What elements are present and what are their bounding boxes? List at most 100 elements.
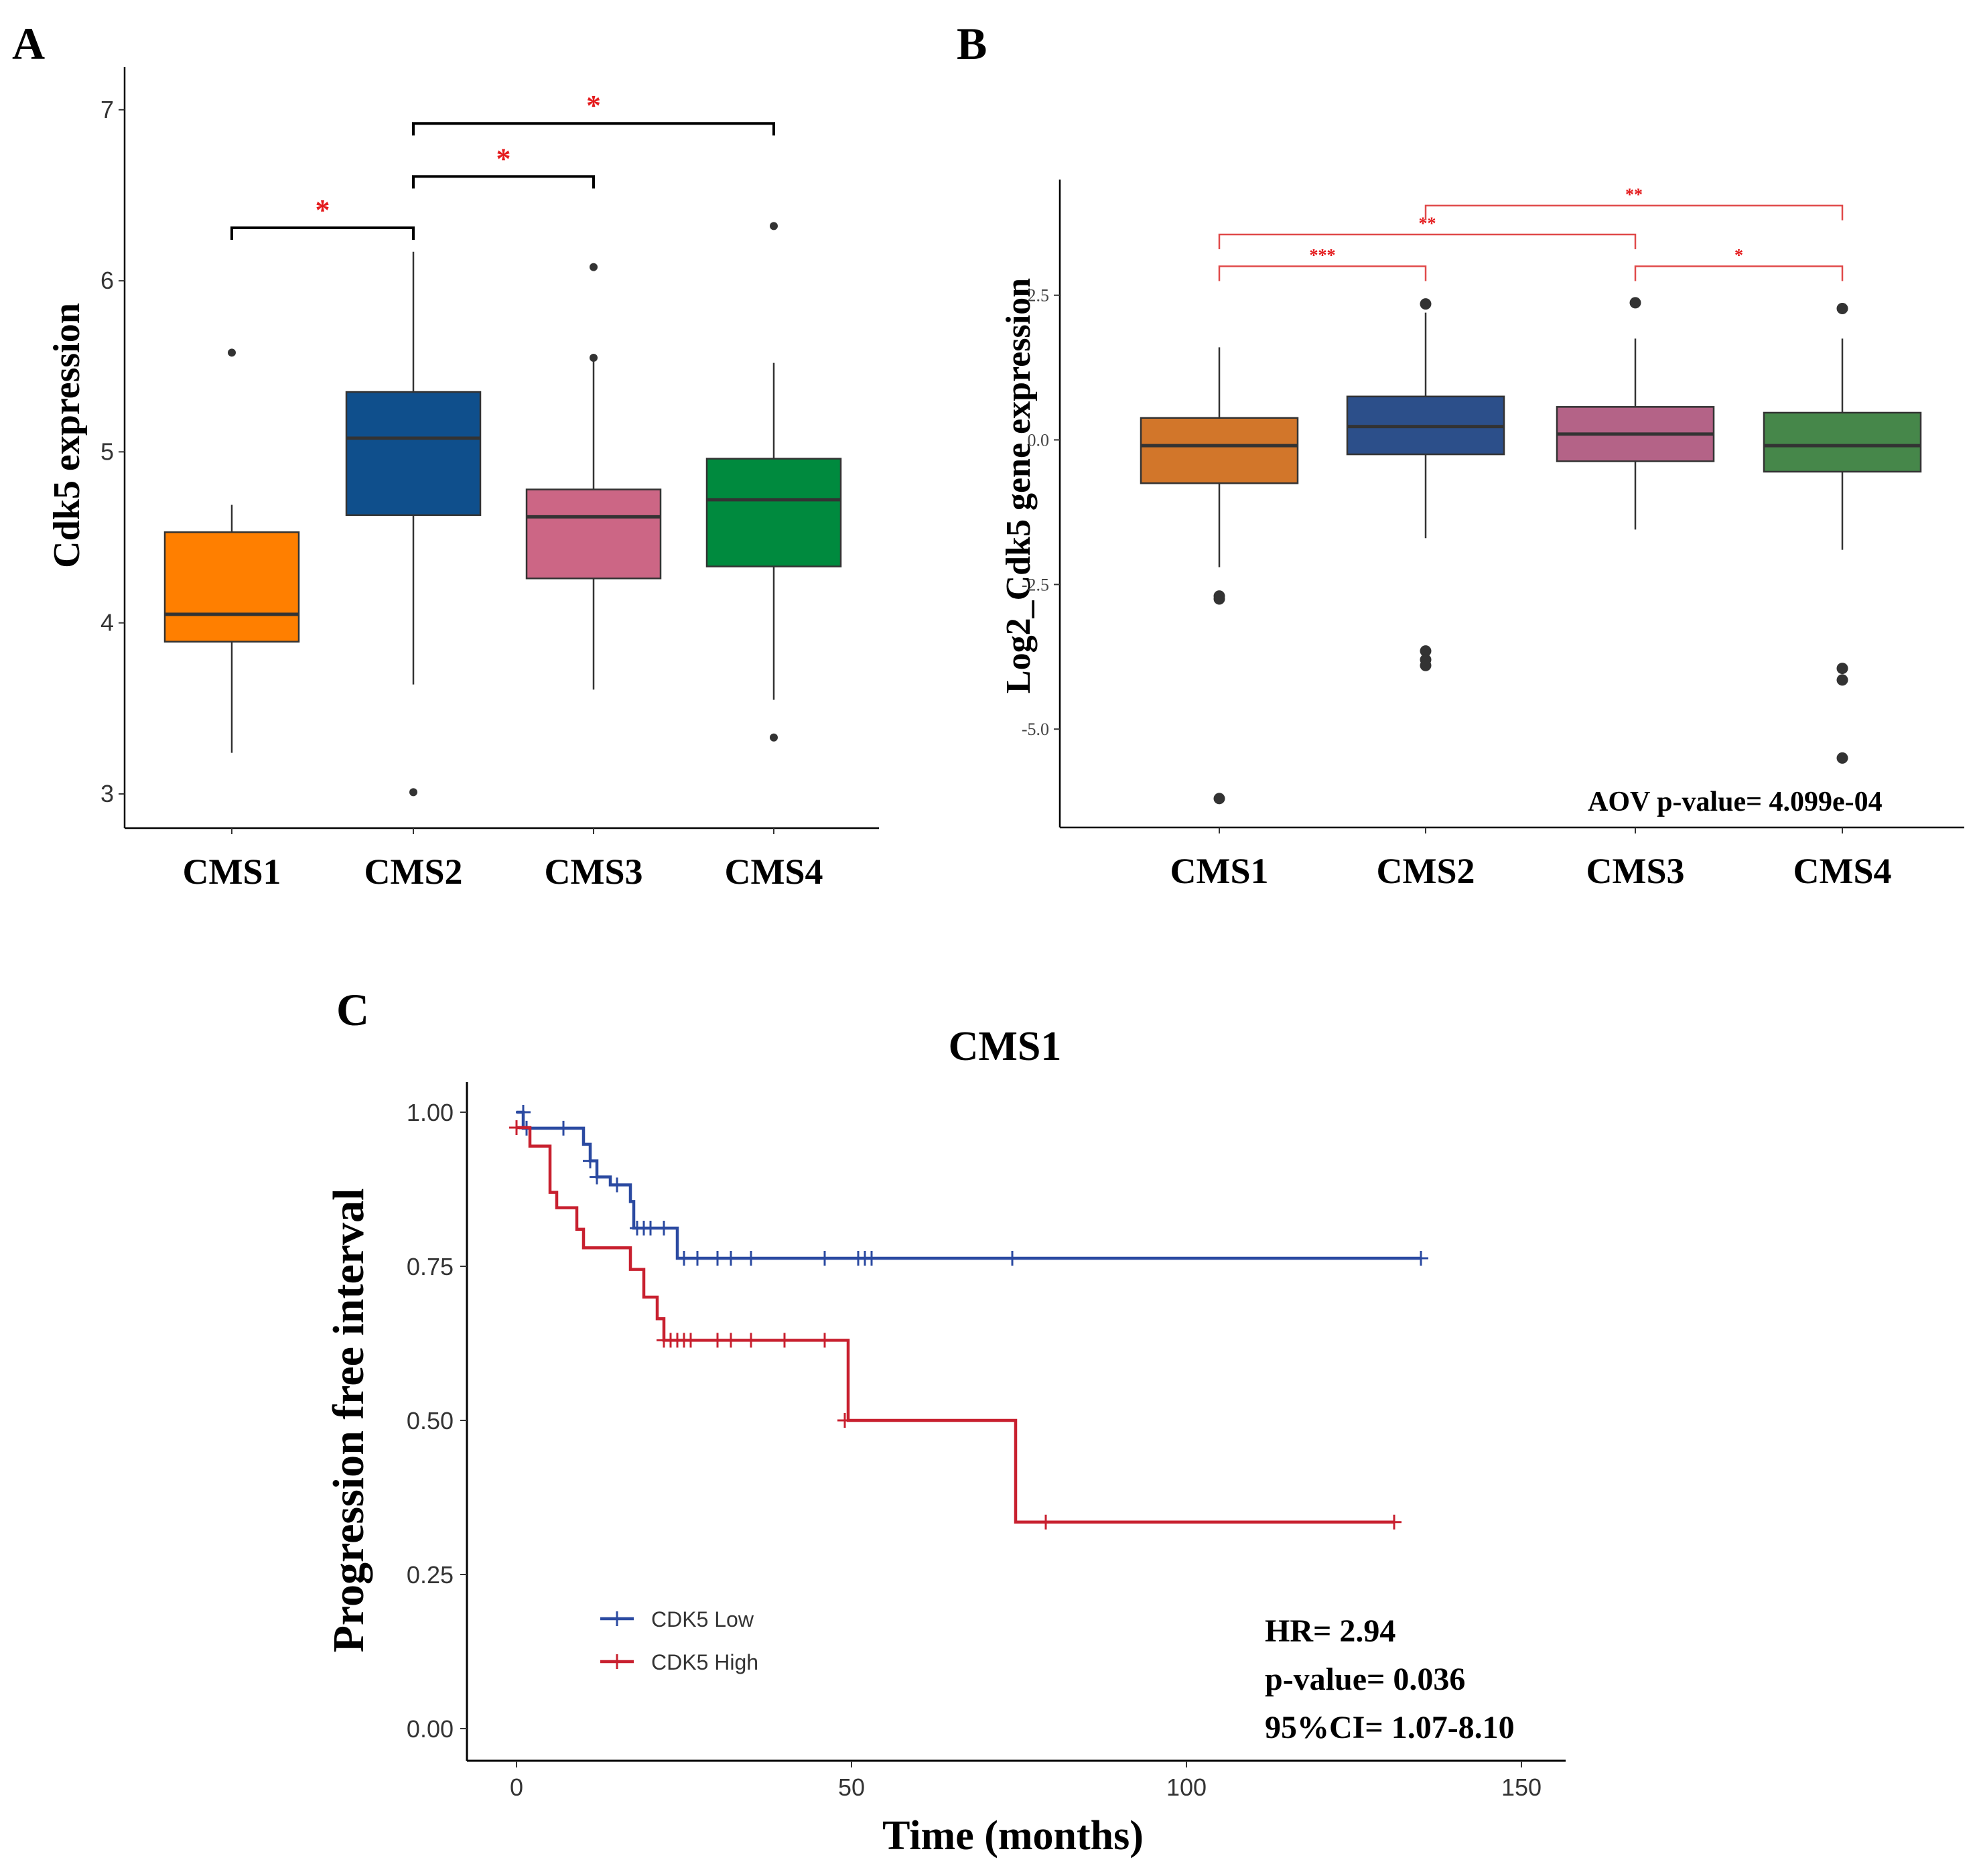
y-tick-label: 0.25 [407,1561,454,1589]
censor-mark [556,1120,571,1136]
outlier-point [590,353,598,362]
censor-mark [516,1105,531,1120]
box-cms1 [163,531,300,643]
censor-mark [1387,1514,1402,1530]
panel-c-ci-annotation: 95%CI= 1.07-8.10 [1265,1710,1515,1745]
y-tick-label: 7 [100,96,114,123]
y-tick-label: 0.50 [407,1407,454,1434]
x-category-label: CMS4 [725,852,823,892]
y-tick-label: 0.0 [1028,431,1050,450]
censor-mark [724,1251,738,1266]
significance-bracket [412,122,775,136]
outlier-point [1420,659,1432,671]
box-cms2 [345,391,482,517]
censor-mark [643,1220,658,1235]
censor-mark [657,1220,671,1235]
panel-label-b: B [957,18,987,69]
significance-label: ** [1625,185,1643,204]
x-tick-label: 50 [838,1773,865,1801]
box-cms3 [525,488,662,580]
censor-mark [777,1333,792,1348]
panel-b-anova-annotation: AOV p-value= 4.099e-04 [1588,787,1883,817]
censor-mark [683,1333,698,1348]
y-tick-label: 2.5 [1028,286,1050,306]
censor-mark [583,1153,598,1168]
panel-c-survival-curve: CMS1 Progression free interval Time (mon… [324,1024,1566,1859]
x-category-label: CMS2 [364,852,463,892]
x-category-label: CMS3 [1586,851,1685,891]
significance-bracket [1218,265,1427,281]
x-category-label: CMS2 [1377,851,1475,891]
significance-label: * [1734,246,1743,265]
outlier-point [1213,793,1225,805]
panel-c-hr-annotation: HR= 2.94 [1265,1613,1395,1649]
x-category-label: CMS4 [1793,851,1892,891]
survival-curve-low [517,1110,1421,1260]
x-category-label: CMS1 [183,852,281,892]
outlier-point [1836,663,1848,675]
significance-bracket [412,175,595,189]
outlier-point [1213,593,1225,605]
outlier-point [770,222,778,230]
y-tick-label: 6 [100,267,114,294]
censor-mark [1005,1251,1020,1266]
panel-c-y-axis-title: Progression free interval [324,1189,373,1653]
censor-mark [1038,1514,1053,1530]
censor-mark [1414,1251,1428,1266]
significance-bracket [1424,204,1844,220]
panel-c-p-value-annotation: p-value= 0.036 [1265,1662,1465,1697]
censor-mark [744,1251,758,1266]
x-tick-label: 0 [510,1773,523,1801]
panel-label-a: A [12,18,45,69]
outlier-point [1836,674,1848,686]
y-tick-label: 3 [100,780,114,807]
y-tick-label: 0.75 [407,1253,454,1280]
y-tick-label: 1.00 [407,1099,454,1126]
box-cms4 [705,458,842,567]
outlier-point [590,263,598,271]
y-tick-label: 4 [100,609,114,636]
significance-label: * [496,142,511,175]
censor-mark [724,1333,738,1348]
significance-bracket [230,226,415,240]
censor-mark [590,1169,604,1185]
panel-a-y-axis-title: Cdk5 expression [46,303,88,568]
outlier-point [409,788,417,797]
censor-mark [677,1251,691,1266]
x-tick-label: 150 [1501,1773,1542,1801]
outlier-point [1420,298,1432,310]
box-cms1 [1140,417,1299,484]
outlier-point [1836,752,1848,764]
censor-mark [744,1333,758,1348]
outlier-point [1420,645,1432,657]
censor-mark [710,1333,725,1348]
panel-a-boxplot: Cdk5 expression 3 4 5 6 7 CMS1 CMS2 CMS3 CMS4 * * * [46,67,879,892]
panel-label-c: C [336,984,369,1035]
censor-mark [690,1251,705,1266]
censor-mark [837,1413,852,1428]
censor-mark [710,1251,725,1266]
y-tick-label: -5.0 [1022,720,1049,739]
legend-label: CDK5 High [651,1650,758,1674]
outlier-point [1836,303,1848,315]
x-category-label: CMS3 [545,852,643,892]
censor-mark [864,1251,879,1266]
x-category-label: CMS1 [1170,851,1269,891]
outlier-point [1629,297,1641,309]
panel-b-boxplot: Log2_Cdk5 gene expression AOV p-value= 4… [1000,180,1964,891]
x-tick-label: 100 [1166,1773,1207,1801]
censor-mark [610,1177,624,1193]
panel-c-x-axis-title: Time (months) [882,1813,1144,1859]
significance-bracket [1634,265,1844,281]
censor-mark [817,1251,832,1266]
censor-mark [509,1120,524,1135]
significance-label: * [586,89,601,122]
significance-label: ** [1419,214,1436,233]
survival-curve-high [517,1126,1394,1524]
y-tick-label: 5 [100,438,114,465]
legend-label: CDK5 Low [651,1607,754,1631]
y-tick-label: 0.00 [407,1715,454,1743]
panel-c-title: CMS1 [949,1024,1062,1069]
outlier-point [770,733,778,742]
